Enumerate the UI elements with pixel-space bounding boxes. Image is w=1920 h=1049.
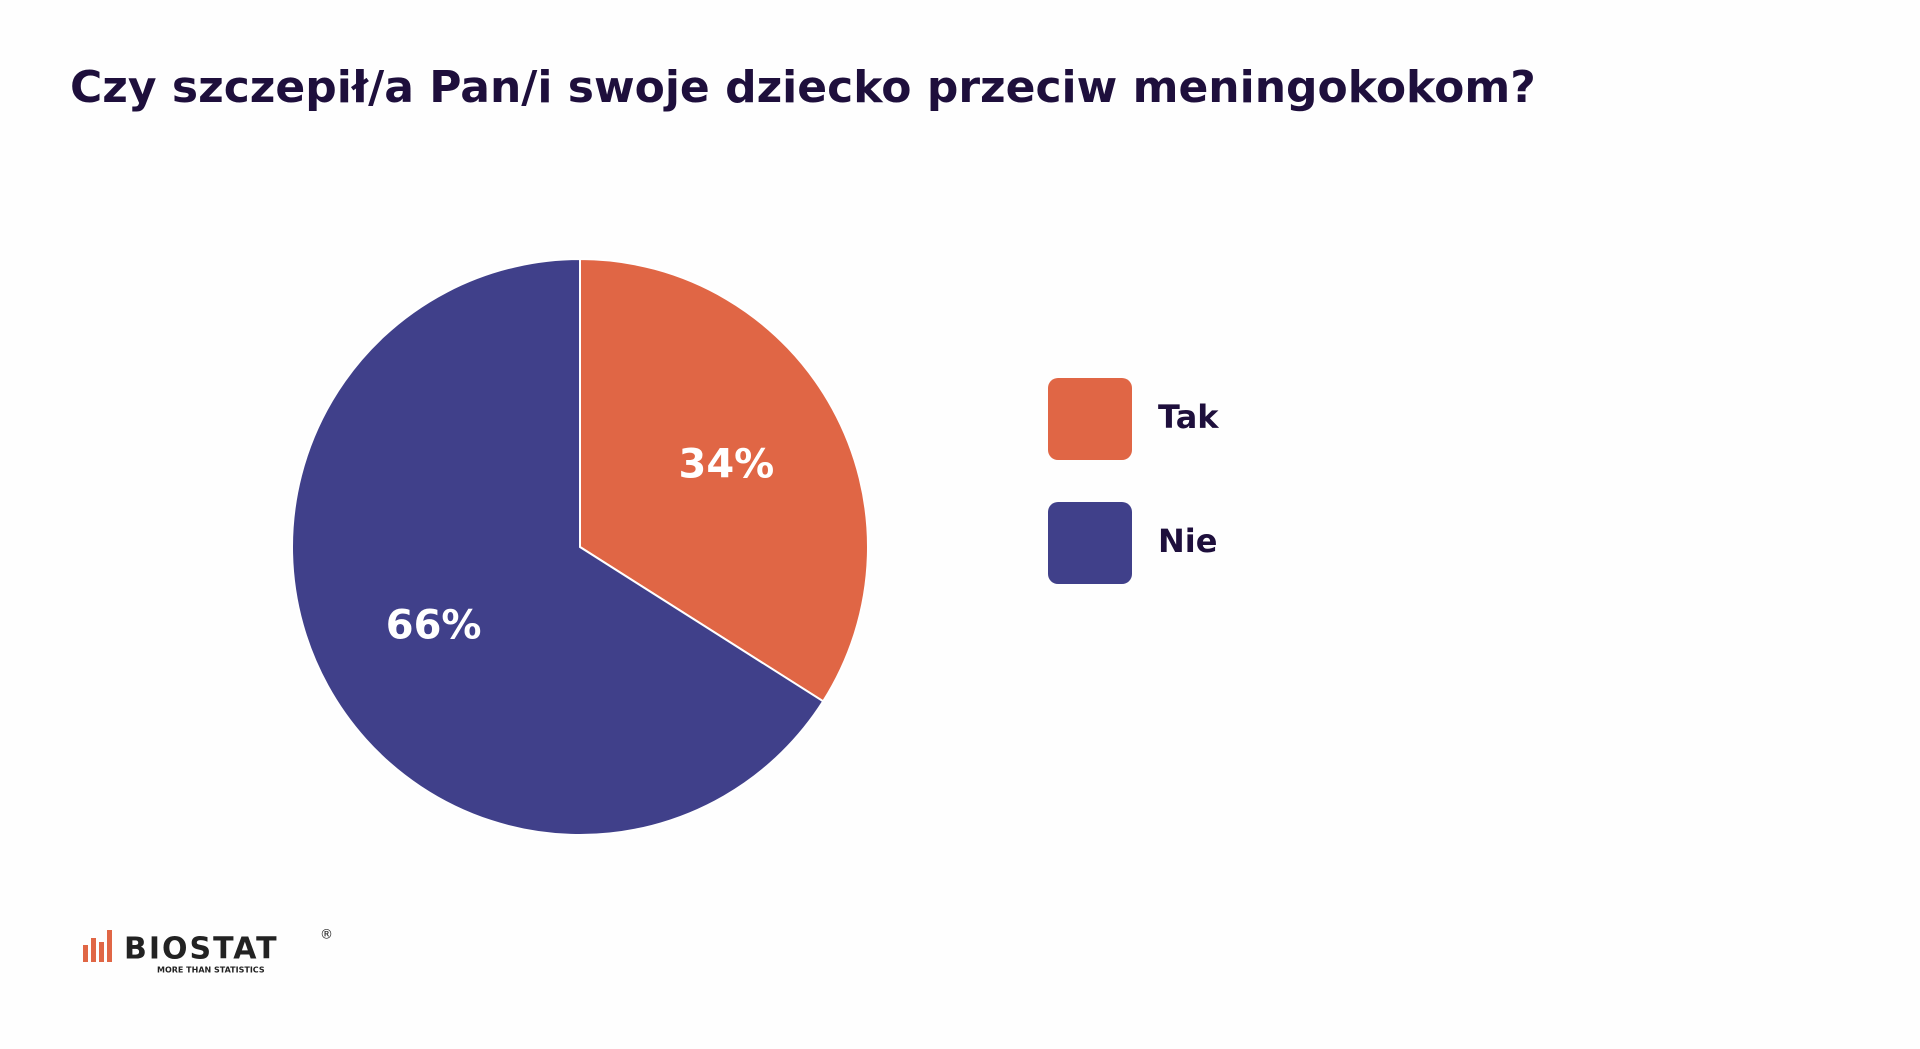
- logo-bar: [99, 942, 104, 962]
- legend-label: Nie: [1158, 522, 1217, 560]
- data-label: 66%: [386, 602, 482, 648]
- logo-bar: [91, 938, 96, 962]
- legend-label: Tak: [1158, 398, 1219, 436]
- data-label: 34%: [679, 442, 775, 488]
- logo-name: BIOSTAT: [124, 932, 279, 967]
- logo-bar: [83, 945, 88, 962]
- legend-swatch: [1048, 502, 1132, 584]
- pie-slice: [579, 257, 869, 703]
- pie-slice: [291, 257, 825, 836]
- logo: BIOSTAT MORE THAN STATISTICS ®: [83, 928, 333, 975]
- logo-mark: ®: [320, 928, 333, 943]
- chart-title: Czy szczepił/a Pan/i swoje dziecko przec…: [70, 62, 1536, 113]
- logo-tagline: MORE THAN STATISTICS: [157, 966, 265, 975]
- logo-bar: [107, 930, 112, 962]
- legend-swatch: [1048, 378, 1132, 460]
